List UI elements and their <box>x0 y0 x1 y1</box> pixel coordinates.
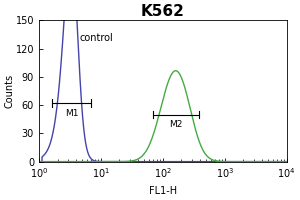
Text: control: control <box>80 33 113 43</box>
Text: M1: M1 <box>65 109 78 118</box>
Title: K562: K562 <box>141 4 185 19</box>
X-axis label: FL1-H: FL1-H <box>149 186 177 196</box>
Y-axis label: Counts: Counts <box>4 74 14 108</box>
Text: M2: M2 <box>169 120 183 129</box>
